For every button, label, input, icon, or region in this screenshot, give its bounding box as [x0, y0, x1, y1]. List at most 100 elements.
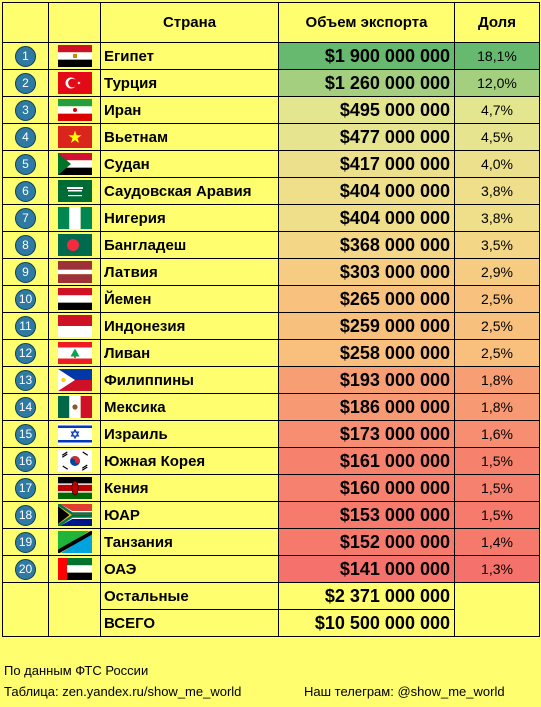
rank-cell: 4 [2, 123, 49, 151]
table-row: 3 Иран $495 000 000 4,7% [2, 96, 540, 124]
egypt-flag [57, 45, 92, 67]
table-row: 8 Бангладеш $368 000 000 3,5% [2, 231, 540, 259]
country-name: Нигерия [100, 204, 279, 232]
export-value: $186 000 000 [278, 393, 455, 421]
flag-cell [48, 96, 101, 124]
uae-flag [57, 558, 92, 580]
country-name: Вьетнам [100, 123, 279, 151]
others-row: Остальные $2 371 000 000 [2, 582, 540, 637]
flag-cell [48, 366, 101, 394]
header-row: Страна Объем экспорта Доля [2, 2, 540, 43]
rank-cell: 9 [2, 258, 49, 286]
flag-cell [48, 204, 101, 232]
flag-cell [48, 69, 101, 97]
rank-cell: 20 [2, 555, 49, 583]
rank-badge: 16 [15, 450, 36, 472]
export-value: $477 000 000 [278, 123, 455, 151]
export-share: 12,0% [454, 69, 540, 97]
export-share: 18,1% [454, 42, 540, 70]
footer-telegram: Наш телеграм: @show_me_world [304, 684, 505, 699]
table-row: 4 Вьетнам $477 000 000 4,5% [2, 123, 540, 151]
rank-badge: 7 [15, 207, 36, 229]
export-value: $259 000 000 [278, 312, 455, 340]
rank-badge: 8 [15, 234, 36, 256]
export-share: 3,8% [454, 204, 540, 232]
export-value: $265 000 000 [278, 285, 455, 313]
flag-cell [48, 312, 101, 340]
bangladesh-flag [57, 234, 92, 256]
nigeria-flag [57, 207, 92, 229]
table-row: 9 Латвия $303 000 000 2,9% [2, 258, 540, 286]
latvia-flag [57, 261, 92, 283]
export-share: 1,5% [454, 447, 540, 475]
lebanon-flag [57, 342, 92, 364]
flag-cell [48, 150, 101, 178]
table-row: 7 Нигерия $404 000 000 3,8% [2, 204, 540, 232]
sudan-flag [57, 153, 92, 175]
table-row: 18 ЮАР $153 000 000 1,5% [2, 501, 540, 529]
vietnam-flag [57, 126, 92, 148]
table-row: 11 Индонезия $259 000 000 2,5% [2, 312, 540, 340]
rank-badge: 18 [15, 504, 36, 526]
footer-source: По данным ФТС России [4, 663, 149, 678]
rank-badge: 19 [15, 531, 36, 553]
rank-cell: 17 [2, 474, 49, 502]
header-flag [48, 2, 101, 43]
table-row: 14 Мексика $186 000 000 1,8% [2, 393, 540, 421]
export-share: 1,4% [454, 528, 540, 556]
export-value: $303 000 000 [278, 258, 455, 286]
total-label: ВСЕГО [100, 609, 279, 637]
export-share: 2,5% [454, 339, 540, 367]
rank-badge: 13 [15, 369, 36, 391]
rank-badge: 14 [15, 396, 36, 418]
export-share: 1,3% [454, 555, 540, 583]
rank-badge: 20 [15, 558, 36, 580]
footer-table-credit: Таблица: zen.yandex.ru/show_me_world [4, 684, 242, 699]
export-value: $404 000 000 [278, 204, 455, 232]
export-value: $161 000 000 [278, 447, 455, 475]
rank-badge: 3 [15, 99, 36, 121]
flag-cell [48, 393, 101, 421]
table-row: 1 Египет $1 900 000 000 18,1% [2, 42, 540, 70]
rank-badge: 12 [15, 342, 36, 364]
export-value: $368 000 000 [278, 231, 455, 259]
flag-cell [48, 420, 101, 448]
export-value: $152 000 000 [278, 528, 455, 556]
export-share: 3,8% [454, 177, 540, 205]
flag-cell [48, 474, 101, 502]
country-name: Судан [100, 150, 279, 178]
rank-badge: 1 [15, 45, 36, 67]
rank-badge: 6 [15, 180, 36, 202]
yemen-flag [57, 288, 92, 310]
export-value: $173 000 000 [278, 420, 455, 448]
export-share: 4,0% [454, 150, 540, 178]
export-value: $417 000 000 [278, 150, 455, 178]
export-value: $160 000 000 [278, 474, 455, 502]
country-name: Танзания [100, 528, 279, 556]
rank-cell: 11 [2, 312, 49, 340]
rank-cell: 3 [2, 96, 49, 124]
flag-cell [48, 231, 101, 259]
flag-cell [48, 447, 101, 475]
tanzania-flag [57, 531, 92, 553]
export-share: 2,9% [454, 258, 540, 286]
export-table: Страна Объем экспорта Доля 1 Египет $1 900… [2, 2, 540, 637]
rank-cell: 8 [2, 231, 49, 259]
rank-cell: 12 [2, 339, 49, 367]
rank-badge: 4 [15, 126, 36, 148]
rank-cell: 2 [2, 69, 49, 97]
export-share: 1,5% [454, 474, 540, 502]
south-africa-flag [57, 504, 92, 526]
rank-badge: 11 [15, 315, 36, 337]
country-name: ОАЭ [100, 555, 279, 583]
flag-cell [48, 258, 101, 286]
export-share: 4,5% [454, 123, 540, 151]
flag-cell [48, 339, 101, 367]
others-label: Остальные [100, 582, 279, 610]
rank-cell: 13 [2, 366, 49, 394]
total-row: ВСЕГО $10 500 000 000 [3, 609, 540, 637]
rank-cell: 15 [2, 420, 49, 448]
country-name: Израиль [100, 420, 279, 448]
rank-cell: 18 [2, 501, 49, 529]
country-name: Турция [100, 69, 279, 97]
